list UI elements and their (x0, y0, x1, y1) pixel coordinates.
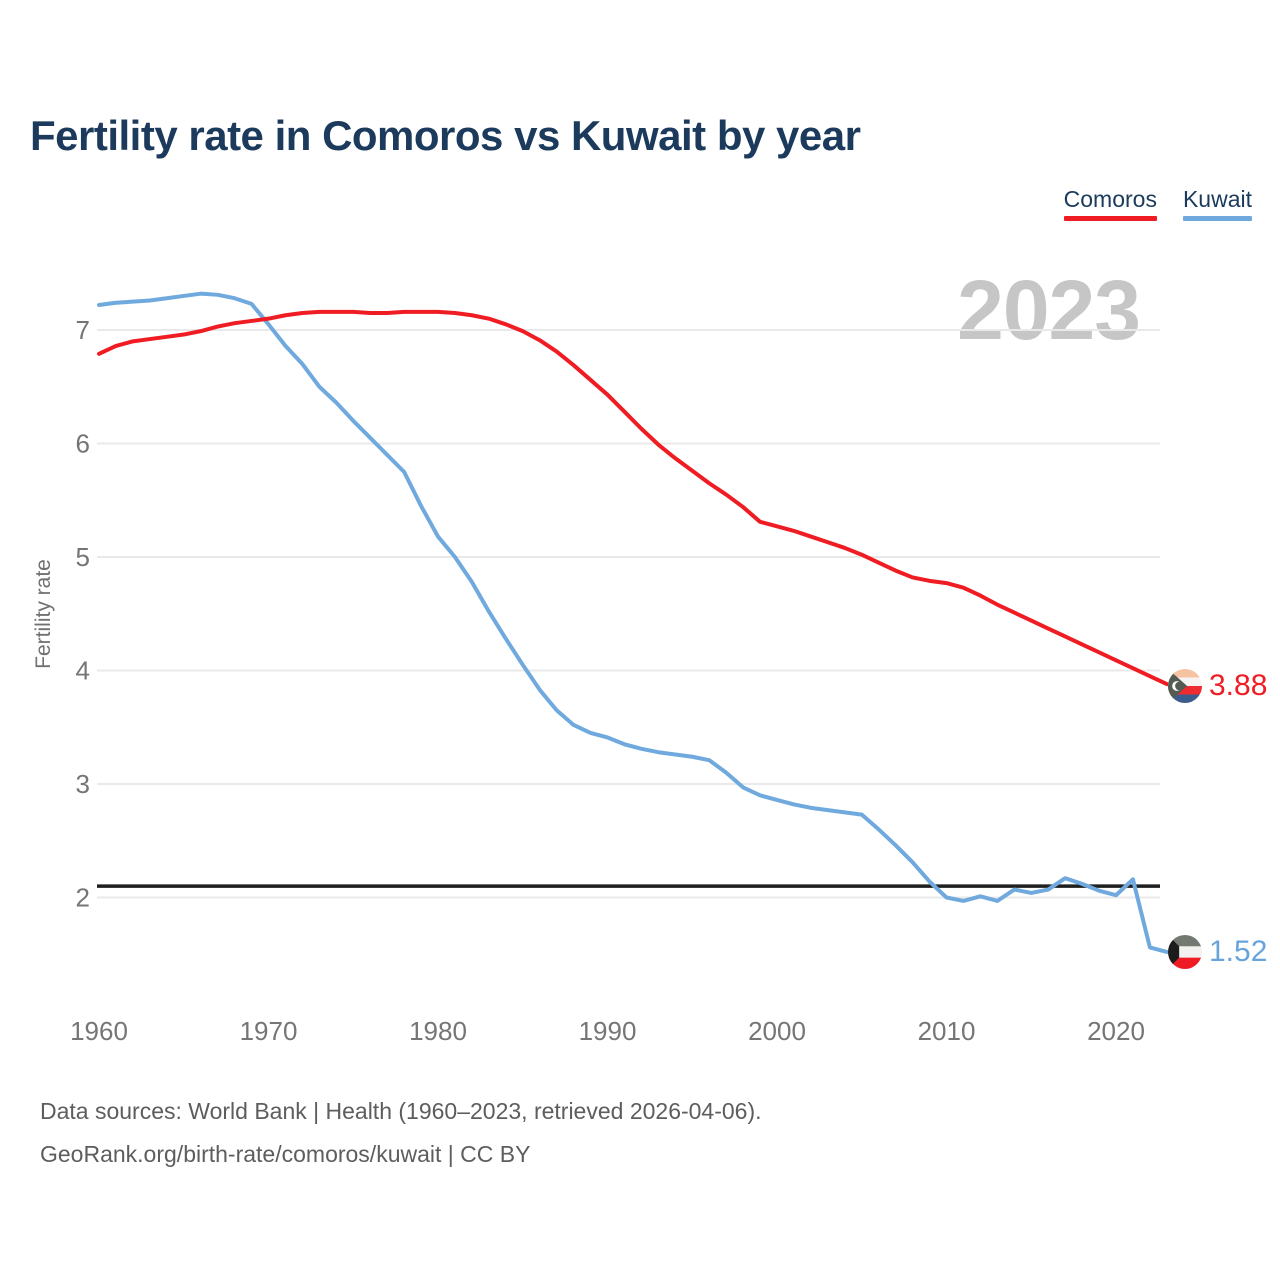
x-tick-label: 2010 (918, 1016, 976, 1046)
source-line-2: GeoRank.org/birth-rate/comoros/kuwait | … (40, 1140, 531, 1167)
y-tick-label: 2 (76, 883, 90, 913)
legend-label-comoros[interactable]: Comoros (1063, 186, 1157, 212)
y-tick-label: 4 (76, 656, 90, 686)
kuwait-flag-icon (1168, 935, 1202, 969)
kuwait-value: 1.52 (1209, 935, 1268, 968)
y-axis-label: Fertility rate (32, 559, 55, 669)
x-tick-label: 2020 (1087, 1016, 1145, 1046)
legend-item-comoros[interactable]: Comoros (1063, 186, 1157, 221)
x-tick-label: 1990 (579, 1016, 637, 1046)
legend-swatch-kuwait (1182, 216, 1252, 221)
x-tick-label: 1960 (70, 1016, 128, 1046)
chart-legend: Comoros Kuwait (1063, 186, 1252, 221)
y-tick-label: 6 (76, 429, 90, 459)
x-tick-label: 2000 (748, 1016, 806, 1046)
y-tick-label: 3 (76, 769, 90, 799)
end-label-kuwait: 1.52 (1168, 935, 1267, 969)
source-line-1: Data sources: World Bank | Health (1960–… (40, 1098, 762, 1124)
legend-swatch-comoros (1063, 216, 1157, 221)
page-title: Fertility rate in Comoros vs Kuwait by y… (30, 112, 861, 159)
comoros-value: 3.88 (1209, 669, 1268, 702)
x-tick-label: 1970 (240, 1016, 298, 1046)
end-label-comoros: 3.88 (1168, 669, 1267, 703)
legend-item-kuwait[interactable]: Kuwait (1182, 186, 1252, 221)
x-tick-label: 1980 (409, 1016, 467, 1046)
series-line-kuwait[interactable] (97, 291, 1169, 954)
year-watermark: 2023 (957, 263, 1141, 357)
source-attribution: Data sources: World Bank | Health (1960–… (40, 1090, 762, 1175)
y-tick-label: 7 (76, 315, 90, 345)
y-tick-label: 5 (76, 542, 90, 572)
series-line-comoros[interactable] (97, 309, 1169, 687)
legend-label-kuwait[interactable]: Kuwait (1182, 186, 1252, 212)
comoros-flag-icon (1168, 669, 1202, 703)
